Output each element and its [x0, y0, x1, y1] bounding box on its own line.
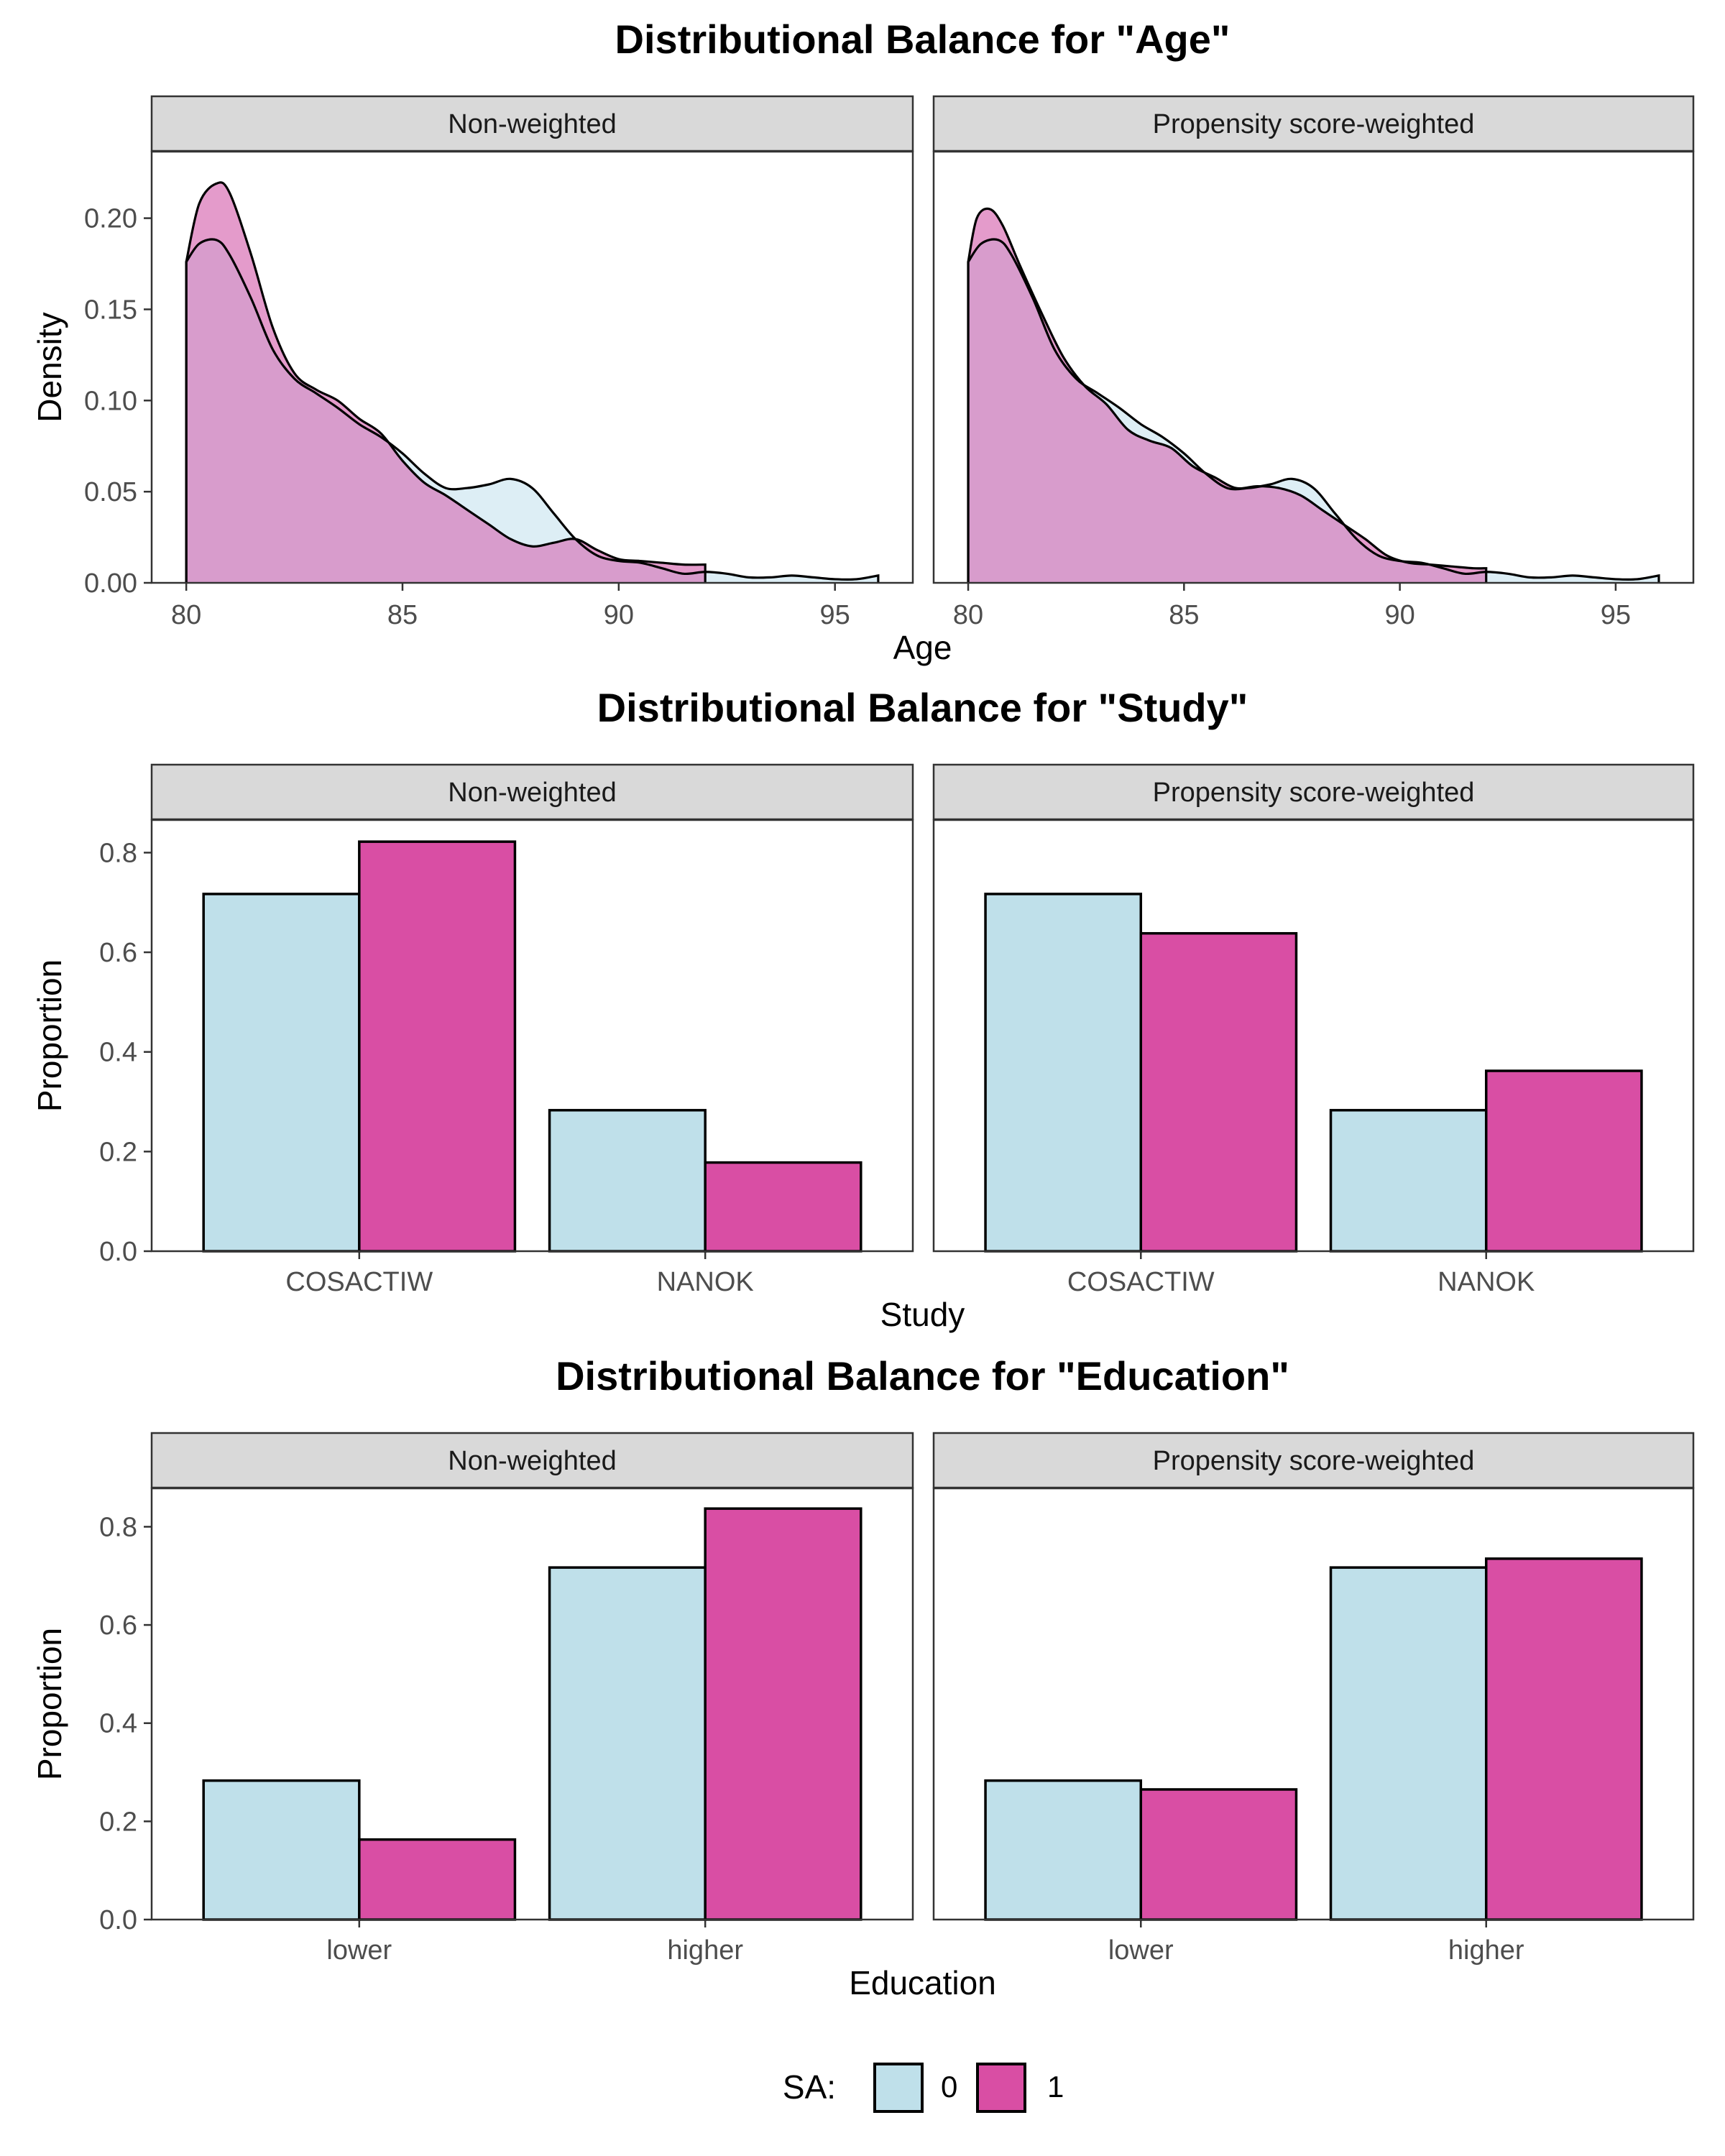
- panel-border: [932, 1487, 1695, 1921]
- y-tick-label: 0.0: [99, 1237, 137, 1267]
- legend-key-0: [873, 2063, 924, 2113]
- facet-strip: [932, 1432, 1695, 1489]
- y-axis-title: Proportion: [31, 1628, 68, 1780]
- facet-strip: [932, 763, 1695, 821]
- x-axis-title: Study: [880, 1296, 965, 1333]
- facet-strip: [150, 1432, 914, 1489]
- y-tick-label: 0.0: [99, 1905, 137, 1935]
- x-tick-label: 95: [1601, 600, 1631, 630]
- y-tick-label: 0.20: [84, 204, 137, 234]
- panel-non-weighted: Non-weighted 80 85 90 95: [150, 95, 914, 630]
- density-line-sa1: [185, 181, 707, 584]
- y-tick-label: 0.2: [99, 1137, 137, 1167]
- facet-strip-label: Non-weighted: [448, 1446, 616, 1476]
- facet-strip: [150, 95, 914, 152]
- y-tick-label: 0.8: [99, 838, 137, 868]
- panel-border: [150, 1487, 914, 1921]
- x-tick-label: 85: [1169, 600, 1199, 630]
- panel-border: [150, 819, 914, 1253]
- facet-strip-label: Propensity score-weighted: [1153, 109, 1475, 139]
- bar-higher-sa1: [1484, 1557, 1643, 1921]
- x-tick-label: lower: [1108, 1935, 1174, 1966]
- x-tick-label: NANOK: [1438, 1267, 1535, 1297]
- bar-higher-sa1: [704, 1507, 862, 1921]
- bar-higher-sa0: [548, 1566, 707, 1921]
- panel-border: [932, 150, 1695, 584]
- bar-cosactiw-sa0: [202, 893, 361, 1253]
- panel-non-weighted: Non-weighted lower higher: [150, 1432, 914, 1966]
- x-axis-title: Age: [893, 629, 952, 666]
- bar-nanok-sa1: [1484, 1069, 1643, 1253]
- chart-title: Distributional Balance for "Age": [615, 17, 1230, 62]
- panel-weighted: Propensity score-weighted 80 85 90 95: [932, 95, 1695, 630]
- x-tick-label: COSACTIW: [1067, 1267, 1215, 1297]
- y-tick-label: 0.2: [99, 1807, 137, 1837]
- x-tick-label: 80: [171, 600, 201, 630]
- legend-label-1: 1: [1047, 2070, 1064, 2104]
- bar-nanok-sa0: [548, 1109, 707, 1253]
- bar-cosactiw-sa1: [358, 840, 517, 1253]
- x-tick-label: 80: [953, 600, 983, 630]
- x-tick-label: higher: [1448, 1935, 1524, 1966]
- panel-border: [150, 150, 914, 584]
- x-tick-label: 85: [387, 600, 418, 630]
- y-tick-label: 0.10: [84, 386, 137, 416]
- density-line-sa0: [967, 238, 1660, 583]
- y-tick-label: 0.6: [99, 1611, 137, 1641]
- bar-lower-sa0: [202, 1779, 361, 1921]
- x-axis-title: Education: [849, 1964, 996, 2001]
- chart-1: Distributional Balance for "Study" Propor…: [31, 685, 1695, 1333]
- x-tick-label: 95: [820, 600, 850, 630]
- x-tick-label: 90: [604, 600, 634, 630]
- y-tick-label: 0.05: [84, 477, 137, 507]
- y-tick-label: 0.15: [84, 295, 137, 325]
- x-tick-label: COSACTIW: [285, 1267, 433, 1297]
- legend: SA: 0 1: [783, 2063, 1064, 2113]
- bar-lower-sa1: [358, 1838, 517, 1921]
- density-line-sa0: [185, 238, 880, 583]
- y-axis-title: Density: [31, 312, 68, 422]
- density-overlap: [186, 239, 706, 583]
- panel-non-weighted: Non-weighted COSACTIW NANOK: [150, 763, 914, 1297]
- density-line-sa1: [967, 207, 1488, 583]
- y-tick-label: 0.8: [99, 1512, 137, 1542]
- y-tick-label: 0.4: [99, 1709, 137, 1739]
- bar-higher-sa0: [1329, 1566, 1488, 1921]
- density-overlap: [968, 239, 1486, 583]
- panel-weighted: Propensity score-weighted lower higher: [932, 1432, 1695, 1966]
- bar-cosactiw-sa1: [1139, 931, 1298, 1253]
- chart-2: Distributional Balance for "Education" Pr…: [31, 1353, 1695, 2001]
- chart-0: Distributional Balance for "Age" Density A…: [31, 17, 1695, 666]
- bar-lower-sa1: [1139, 1788, 1298, 1921]
- bar-lower-sa0: [984, 1779, 1143, 1921]
- bar-cosactiw-sa0: [984, 893, 1143, 1253]
- x-tick-label: higher: [667, 1935, 743, 1966]
- facet-strip: [150, 763, 914, 821]
- facet-strip-label: Non-weighted: [448, 778, 616, 808]
- legend-title: SA:: [783, 2068, 836, 2106]
- x-tick-label: NANOK: [657, 1267, 754, 1297]
- y-tick-label: 0.4: [99, 1038, 137, 1068]
- bar-nanok-sa0: [1329, 1109, 1488, 1253]
- facet-strip-label: Propensity score-weighted: [1153, 1446, 1475, 1476]
- facet-strip-label: Non-weighted: [448, 109, 616, 139]
- x-tick-label: lower: [326, 1935, 392, 1966]
- facet-strip: [932, 95, 1695, 152]
- chart-title: Distributional Balance for "Study": [597, 685, 1248, 730]
- facet-strip-label: Propensity score-weighted: [1153, 778, 1475, 808]
- plots-group: Distributional Balance for "Age" Density A…: [31, 17, 1695, 2001]
- y-axis-title: Proportion: [31, 959, 68, 1112]
- chart-title: Distributional Balance for "Education": [556, 1353, 1289, 1399]
- y-tick-label: 0.6: [99, 938, 137, 968]
- x-tick-label: 90: [1384, 600, 1414, 630]
- legend-key-1: [976, 2063, 1026, 2113]
- y-tick-label: 0.00: [84, 568, 137, 599]
- bar-nanok-sa1: [704, 1161, 862, 1253]
- panel-weighted: Propensity score-weighted COSACTIW NANOK: [932, 763, 1695, 1297]
- panel-border: [932, 819, 1695, 1253]
- legend-label-0: 0: [941, 2070, 957, 2104]
